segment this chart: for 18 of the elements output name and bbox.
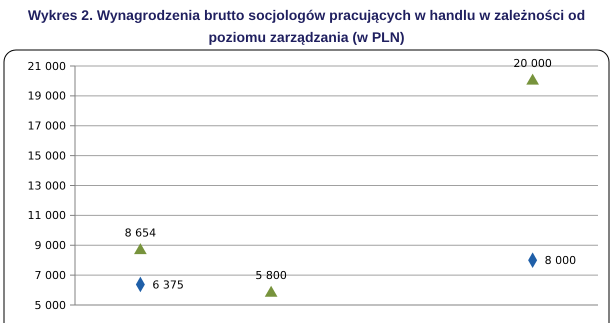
y-tick-label: 7 000 xyxy=(34,268,66,282)
y-tick-label: 11 000 xyxy=(28,209,66,222)
y-tick-label: 19 000 xyxy=(28,90,66,103)
chart-title: Wykres 2. Wynagrodzenia brutto socjologów pracujących w handlu w zależności od poziomu zarządzania (w PLN) xyxy=(28,7,586,45)
data-label: 8 654 xyxy=(124,226,156,240)
data-label: 8 000 xyxy=(544,254,576,268)
y-tick-label: 15 000 xyxy=(28,149,66,162)
y-tick-label: 13 000 xyxy=(28,179,66,192)
data-label: 5 800 xyxy=(255,269,287,282)
data-label: 6 375 xyxy=(152,278,184,292)
y-tick-label: 9 000 xyxy=(34,239,66,252)
point xyxy=(134,243,147,254)
y-tick-label: 21 000 xyxy=(28,60,66,73)
point xyxy=(526,74,539,85)
y-tick-label: 5 000 xyxy=(34,298,66,312)
y-tick-label: 17 000 xyxy=(28,120,66,133)
data-label: 20 000 xyxy=(513,56,552,70)
point xyxy=(264,286,278,297)
